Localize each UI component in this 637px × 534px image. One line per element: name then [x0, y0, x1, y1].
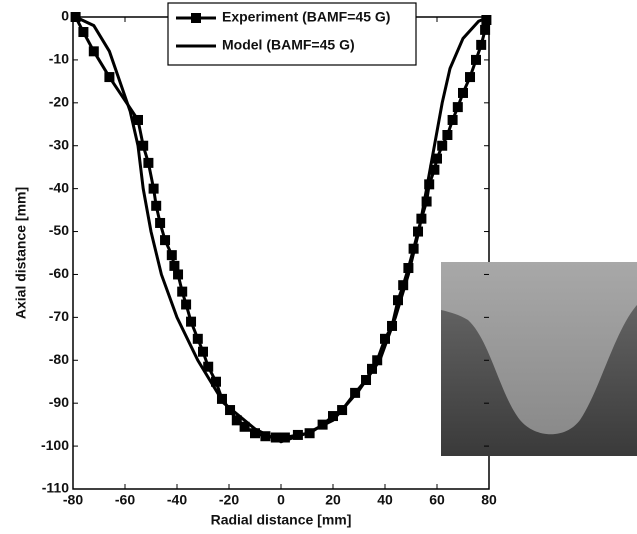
series-line	[74, 15, 490, 444]
marker	[148, 183, 159, 194]
marker	[372, 355, 383, 366]
marker	[421, 196, 432, 207]
marker	[393, 295, 403, 306]
marker	[160, 235, 171, 246]
x-tick-label: 20	[325, 492, 341, 508]
marker	[133, 114, 143, 125]
marker	[398, 280, 409, 291]
x-axis-label: Radial distance [mm]	[211, 512, 352, 528]
x-tick-label: -40	[167, 492, 187, 508]
y-axis-label: Axial distance [mm]	[13, 187, 29, 319]
legend-label: Model (BAMF=45 G)	[222, 37, 355, 53]
y-tick-label: -110	[42, 480, 69, 496]
y-tick-label: -70	[49, 308, 69, 324]
x-tick-label: 60	[429, 492, 445, 508]
marker	[155, 217, 166, 228]
plot-frame	[72, 16, 490, 490]
marker	[424, 179, 435, 190]
x-tick-label: 0	[277, 492, 285, 508]
marker	[380, 333, 390, 344]
y-tick-label: -30	[49, 136, 69, 152]
marker	[480, 24, 491, 35]
x-tick-label: -20	[219, 492, 239, 508]
y-tick-label: -60	[49, 265, 69, 281]
y-tick-label: -10	[49, 51, 69, 67]
marker	[88, 46, 99, 57]
marker	[279, 432, 290, 443]
legend-marker	[191, 13, 201, 23]
y-tick-label: -80	[49, 351, 69, 367]
x-tick-label: 80	[481, 492, 497, 508]
legend-label: Experiment (BAMF=45 G)	[222, 9, 390, 25]
marker	[239, 421, 250, 432]
marker	[403, 263, 414, 274]
marker	[78, 27, 89, 38]
x-tick-label: 40	[377, 492, 393, 508]
marker	[328, 411, 338, 422]
marker	[173, 269, 184, 280]
marker	[476, 39, 487, 50]
marker	[177, 286, 188, 297]
marker	[181, 299, 192, 310]
marker	[481, 15, 492, 26]
marker	[270, 432, 281, 443]
legend: Experiment (BAMF=45 G) Model (BAMF=45 G)	[167, 2, 417, 66]
y-tick-label: -40	[49, 179, 69, 195]
inset-photo	[441, 262, 637, 456]
legend-box	[167, 2, 417, 66]
marker	[203, 361, 214, 372]
marker	[250, 428, 260, 439]
marker	[143, 157, 154, 168]
marker	[442, 130, 453, 140]
marker	[166, 250, 177, 261]
marker	[151, 200, 162, 211]
y-tick-label: 0	[61, 8, 69, 24]
marker	[211, 376, 221, 387]
marker	[260, 431, 271, 442]
marker	[367, 363, 377, 374]
marker	[169, 260, 180, 271]
marker	[104, 72, 115, 83]
marker	[432, 153, 442, 164]
marker	[458, 87, 468, 98]
x-tick-label: -60	[115, 492, 135, 508]
y-tick-label: -90	[49, 394, 69, 410]
y-tick-label: -100	[41, 437, 69, 453]
marker	[186, 316, 197, 327]
marker	[437, 140, 448, 151]
marker	[465, 72, 476, 83]
marker	[429, 164, 440, 175]
y-tick-label: -20	[49, 94, 69, 110]
marker	[198, 346, 208, 357]
marker	[138, 140, 149, 151]
marker	[447, 114, 458, 125]
marker	[231, 415, 242, 426]
y-tick-label: -50	[49, 222, 69, 238]
marker	[471, 54, 481, 65]
marker	[192, 333, 203, 344]
marker	[452, 102, 463, 113]
x-tick-label: -80	[63, 492, 83, 508]
